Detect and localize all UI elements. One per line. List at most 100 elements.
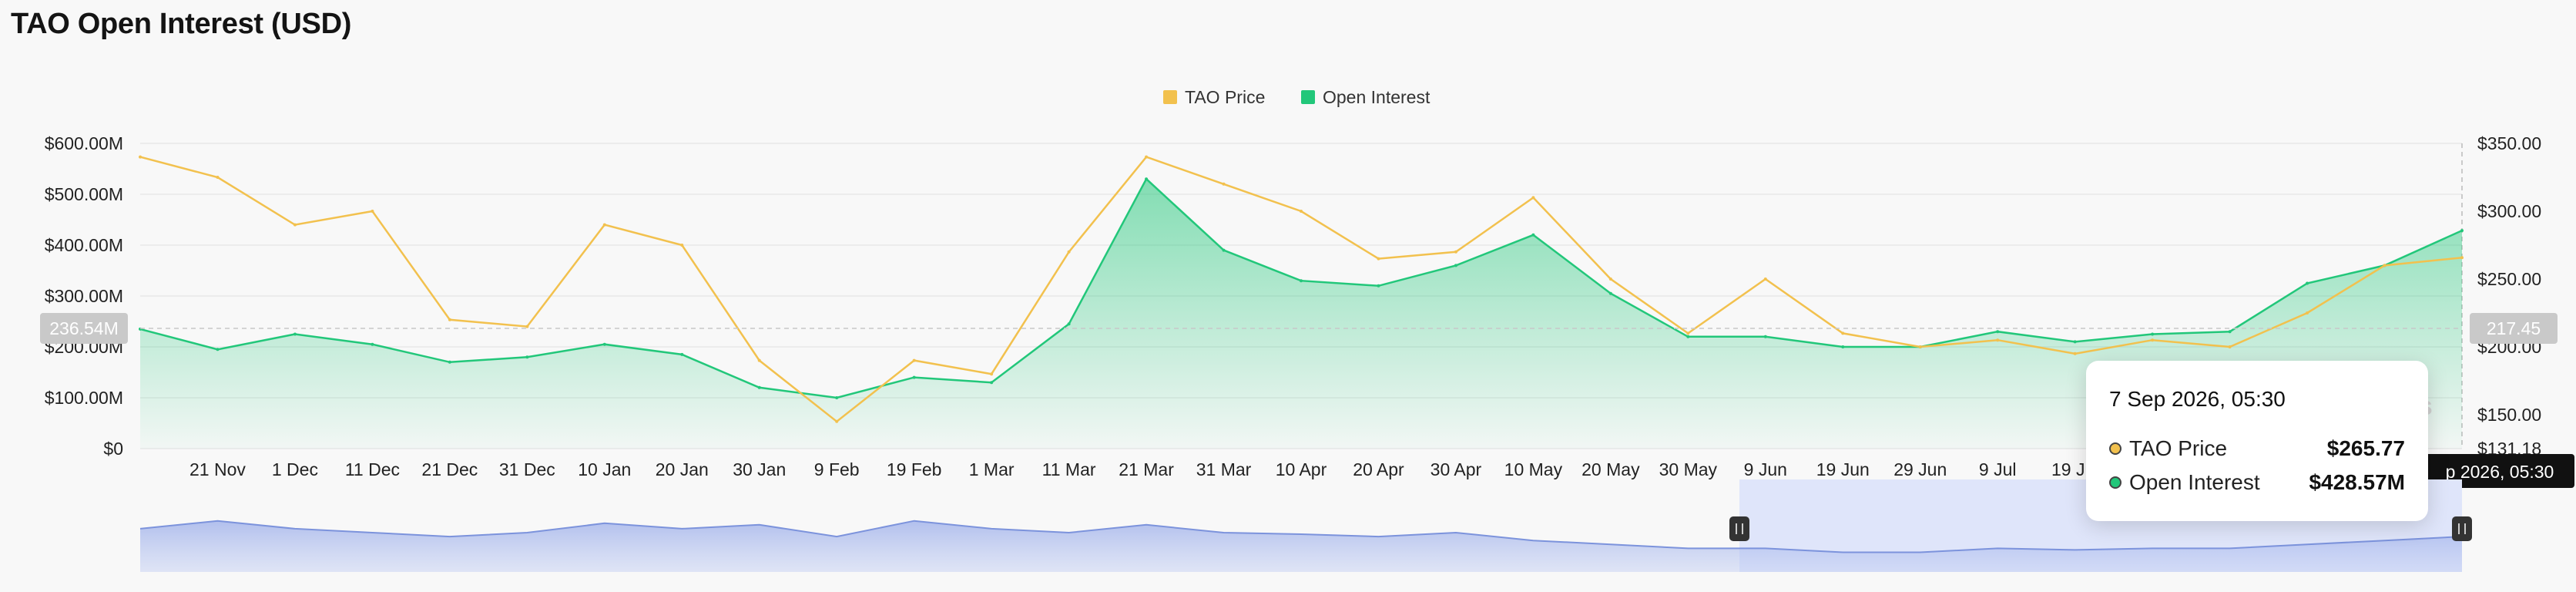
y-right-tick: $300.00 [2477,201,2541,221]
crosshair: 236.54M 217.45$131.18p 2026, 05:30 [40,313,2574,488]
oi-point [293,332,297,336]
legend-label-1: Open Interest [1323,87,1431,107]
navigator-handle-0[interactable] [1729,516,1749,541]
oi-point [1686,335,1690,338]
price-point [1918,345,1922,348]
price-point [680,244,684,247]
oi-point [1763,335,1767,338]
y-left-tick: $500.00M [45,184,123,204]
price-point [1145,155,1149,159]
oi-point [912,375,916,379]
price-point [1531,196,1535,200]
x-tick: 11 Mar [1042,459,1096,479]
price-point [293,223,297,227]
y-right-tick: $250.00 [2477,269,2541,289]
oi-point [1300,279,1303,283]
price-point [1454,250,1457,254]
price-point [525,325,529,328]
price-point [1377,257,1380,261]
oi-dot-icon [2109,476,2122,489]
price-point [139,155,142,159]
oi-point [2460,229,2464,233]
tooltip-value: $265.77 [2326,436,2405,460]
range-navigator[interactable] [139,479,2472,572]
crosshair-date-badge [2425,454,2574,488]
legend-label-0: TAO Price [1185,87,1265,107]
x-tick: 19 Feb [887,459,942,479]
oi-point [1841,345,1845,348]
y-axis-left: $600.00M$500.00M$400.00M$300.00M$200.00M… [45,133,123,459]
oi-point [1145,177,1149,181]
y-right-tick: $150.00 [2477,405,2541,425]
navigator-line [139,520,2463,553]
price-point [1300,210,1303,213]
price-point [2306,311,2309,314]
x-tick: 20 Apr [1353,459,1404,479]
x-tick: 20 Jan [656,459,709,479]
tooltip: 7 Sep 2026, 05:30 TAO Price $265.77 Open… [2086,361,2428,521]
price-point [1686,331,1690,335]
oi-point [1377,284,1380,288]
page-title: TAO Open Interest (USD) [11,8,352,40]
x-tick: 31 Mar [1196,459,1252,479]
oi-point [216,348,220,352]
tooltip-label: Open Interest [2129,470,2260,494]
price-dot-icon [2109,442,2122,455]
price-point [2383,264,2386,267]
price-point [835,419,839,423]
navigator-handle-1[interactable] [2452,516,2472,541]
crosshair-left-value: 236.54M [49,318,119,338]
crosshair-right-badge [2470,313,2558,344]
x-tick: 20 May [1581,459,1640,479]
y-right-tick: $350.00 [2477,133,2541,153]
tooltip-value: $428.57M [2309,470,2405,494]
price-point [602,223,606,227]
x-tick: 9 Feb [814,459,860,479]
oi-point [2306,281,2309,285]
oi-point [1222,248,1226,252]
x-tick: 10 Jan [578,459,631,479]
tooltip-title: 7 Sep 2026, 05:30 [2109,387,2286,411]
oi-point [1454,264,1457,267]
x-tick: 1 Dec [272,459,318,479]
navigator-area [140,520,2462,572]
x-axis: 21 Nov 1 Dec 11 Dec 21 Dec 31 Dec 10 Jan 20 Ja… [190,459,2098,479]
oi-point [680,352,684,356]
x-tick: 29 Jun [1893,459,1947,479]
oi-point [1608,291,1612,295]
price-point [1067,250,1071,254]
price-point [2228,345,2232,348]
x-tick: 11 Dec [345,459,400,479]
x-tick: 30 Jan [733,459,786,479]
crosshair-right-value: 217.45 [2487,318,2541,338]
x-tick: 21 Nov [190,459,246,479]
oi-point [371,342,374,346]
price-point [2460,256,2464,260]
x-tick: 30 May [1659,459,1718,479]
crosshair-left-badge [40,313,128,344]
price-point [371,210,374,213]
oi-point [1067,322,1071,326]
oi-point [1996,330,2000,334]
tooltip-row-price: TAO Price $265.77 [2109,432,2405,466]
price-point [757,358,761,362]
price-point [1996,338,2000,342]
x-tick: 9 Jun [1744,459,1787,479]
oi-point [448,360,451,364]
y-axis-right: $350.00$300.00$250.00$200.00$150.00 [2461,133,2541,449]
oi-point [2151,332,2155,336]
oi-point [835,396,839,399]
oi-point [602,342,606,346]
chart-legend[interactable]: TAO Price Open Interest [1163,87,1431,107]
x-tick: 31 Dec [499,459,555,479]
price-point [2151,338,2155,342]
price-point [2073,352,2077,355]
price-point [1763,278,1767,281]
price-point [1608,278,1612,281]
y-left-tick: $400.00M [45,235,123,255]
oi-area [140,179,2462,449]
x-tick: 21 Mar [1119,459,1174,479]
oi-point [990,381,994,385]
price-point [912,358,916,362]
